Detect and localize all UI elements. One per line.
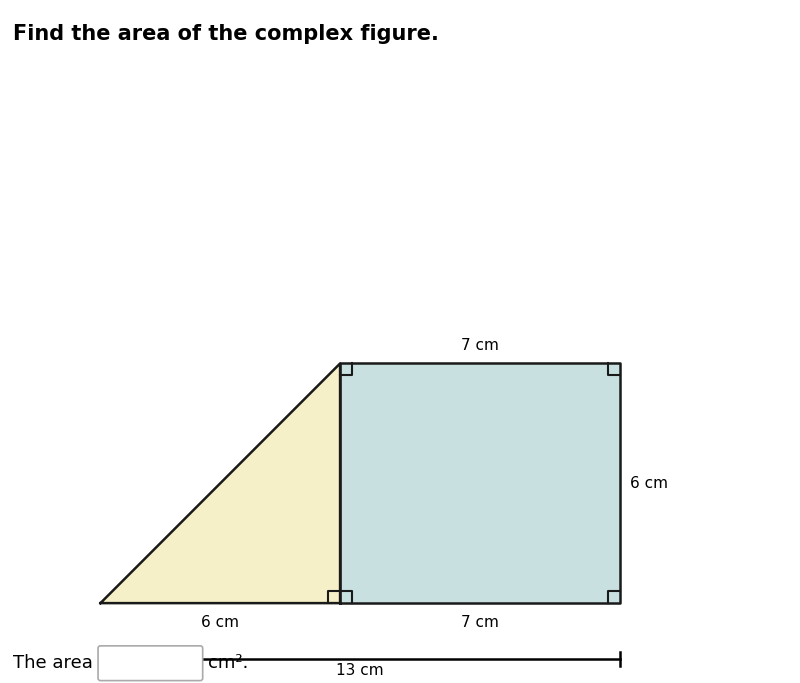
Polygon shape	[340, 363, 620, 603]
Text: 7 cm: 7 cm	[461, 615, 499, 630]
Text: cm².: cm².	[208, 654, 249, 672]
Polygon shape	[101, 363, 340, 603]
Text: Find the area of the complex figure.: Find the area of the complex figure.	[13, 24, 438, 44]
Text: 7 cm: 7 cm	[461, 339, 499, 354]
FancyBboxPatch shape	[98, 646, 202, 680]
Text: 6 cm: 6 cm	[202, 615, 239, 630]
Text: 13 cm: 13 cm	[336, 663, 384, 678]
Text: The area is: The area is	[13, 654, 113, 672]
Text: 6 cm: 6 cm	[630, 476, 668, 491]
